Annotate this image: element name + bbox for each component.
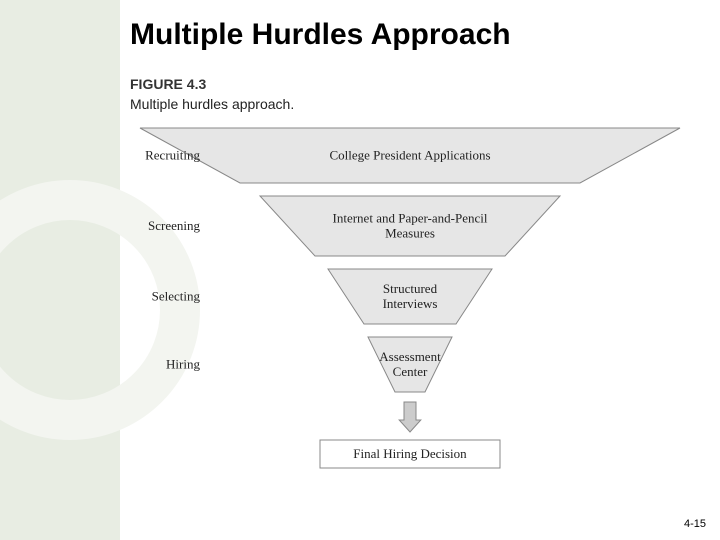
segment-text-1-1: Measures	[385, 226, 435, 241]
slide-title: Multiple Hurdles Approach	[130, 18, 511, 52]
figure-label: FIGURE 4.3	[130, 76, 206, 92]
segment-text-2-1: Interviews	[383, 296, 438, 311]
stage-label-1: Screening	[148, 218, 200, 233]
figure-caption: Multiple hurdles approach.	[130, 96, 294, 112]
segment-text-3-1: Center	[393, 364, 428, 379]
stage-label-2: Selecting	[152, 289, 201, 304]
segment-text-2-0: Structured	[383, 281, 438, 296]
down-arrow-icon	[399, 402, 421, 432]
stage-label-0: Recruiting	[145, 148, 200, 163]
segment-text-1-0: Internet and Paper-and-Pencil	[333, 211, 488, 226]
segment-text-0-0: College President Applications	[329, 148, 490, 163]
stage-label-3: Hiring	[166, 357, 200, 372]
page-number: 4-15	[684, 518, 706, 530]
funnel-diagram: Recruiting College President Applications…	[100, 120, 700, 510]
segment-text-3-0: Assessment	[379, 349, 441, 364]
final-decision-label: Final Hiring Decision	[353, 446, 467, 461]
